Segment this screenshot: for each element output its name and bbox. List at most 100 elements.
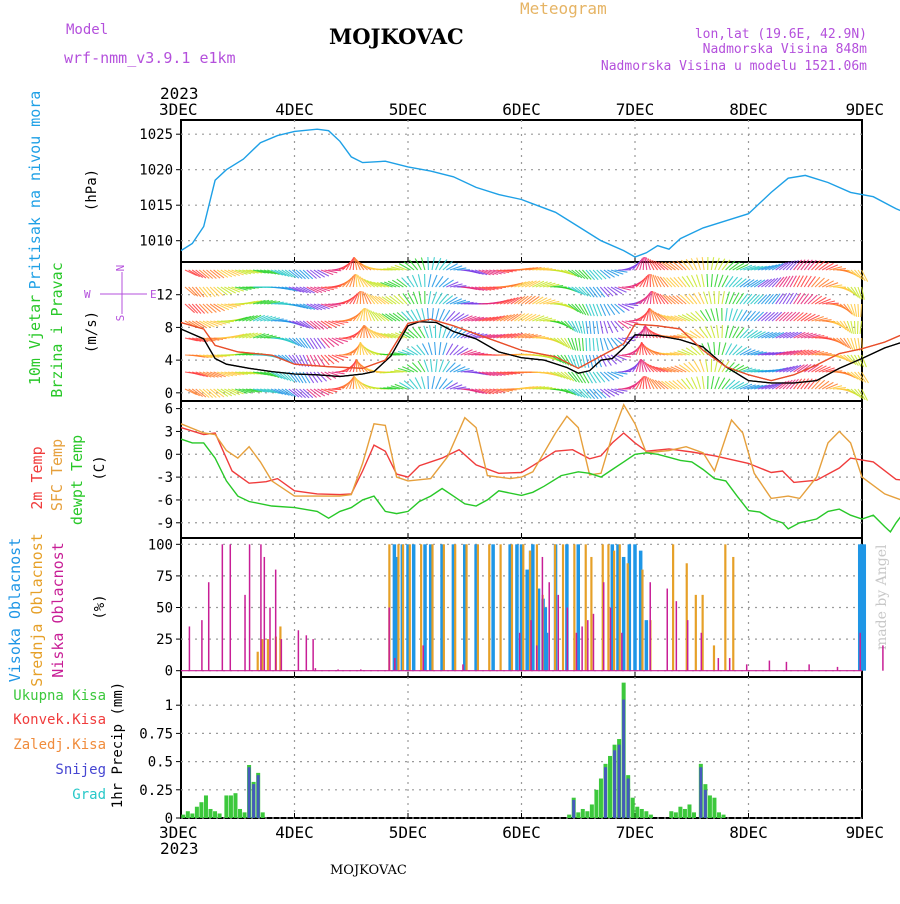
cloud-bar-2	[260, 544, 262, 670]
y-tick-label: 50	[156, 601, 173, 617]
precip-bar-0	[585, 811, 589, 818]
precip-bar-0	[640, 809, 644, 818]
wind-arrow	[718, 291, 719, 304]
cloud-bar-1	[732, 557, 734, 671]
ylabel-cloud-low: Niska Oblacnost	[49, 542, 67, 677]
cloud-bar-2	[208, 582, 210, 670]
wind-arrow	[424, 360, 428, 372]
wind-arrow	[314, 372, 322, 382]
wind-arrow	[706, 359, 708, 372]
y-tick-label: 0.75	[139, 726, 173, 742]
y-tick-label: 8	[165, 320, 173, 336]
cloud-bar-0	[863, 544, 867, 670]
wind-arrow	[611, 304, 620, 314]
cloud-bar-2	[422, 645, 424, 670]
cloud-bar-2	[264, 557, 266, 671]
cloud-bar-2	[306, 635, 308, 670]
wind-arrow	[697, 275, 701, 287]
wind-arrow	[593, 338, 594, 351]
cloud-bar-1	[585, 544, 587, 670]
wind-arrow	[428, 343, 432, 356]
series-line-wind-1	[181, 319, 900, 380]
wind-arrow	[307, 372, 314, 383]
wind-arrow	[579, 338, 581, 351]
wind-arrow	[310, 338, 317, 349]
cloud-bar-2	[603, 582, 605, 670]
y-tick-label: 0	[165, 664, 173, 680]
panel-precip: 00.250.50.751	[139, 677, 862, 827]
cloud-bar-1	[522, 544, 524, 670]
wind-arrow	[579, 355, 582, 368]
wind-arrow	[678, 277, 686, 287]
wind-arrow	[714, 342, 715, 355]
wind-arrow	[794, 276, 800, 287]
wind-arrow	[582, 372, 589, 383]
ylabel-cloud-high: Visoka Oblacnost	[6, 538, 24, 683]
wind-arrow	[597, 321, 599, 334]
cloud-bar-0	[412, 544, 416, 670]
x-tick-label-top: 3DEC	[159, 100, 198, 119]
wind-arrow	[700, 360, 704, 372]
wind-arrow	[718, 275, 723, 287]
precip-bar-0	[599, 779, 603, 818]
y-tick-label: 100	[148, 537, 173, 553]
wind-arrow	[439, 342, 441, 355]
wind-arrow	[812, 277, 820, 287]
wind-arrow	[407, 276, 414, 287]
wind-arrow	[436, 276, 443, 287]
wind-arrow	[439, 379, 447, 389]
wind-arrow	[718, 342, 720, 355]
wind-arrow	[428, 257, 429, 270]
x-tick-label-bottom: 9DEC	[845, 823, 884, 842]
wind-arrow	[575, 338, 578, 351]
yunit-pressure: (hPa)	[84, 169, 100, 211]
cloud-bar-2	[269, 608, 271, 671]
y-tick-label: 0	[165, 811, 173, 827]
wind-arrow	[439, 360, 443, 372]
wind-arrow	[432, 257, 434, 270]
cloud-bar-2	[388, 608, 390, 671]
y-tick-label: 25	[156, 632, 173, 648]
wind-arrow	[744, 311, 752, 321]
cloud-bar-2	[859, 633, 861, 671]
wind-arrow	[430, 325, 432, 338]
compass-south: S	[114, 315, 127, 322]
wind-arrow	[704, 292, 708, 304]
wind-arrow	[715, 258, 720, 270]
wind-arrow	[432, 292, 437, 304]
precip-bar-1	[252, 784, 255, 818]
wind-series-line-1	[181, 319, 900, 380]
y-tick-label: 6	[165, 402, 173, 418]
altitude-label: Nadmorska Visina 848m	[703, 42, 868, 57]
cloud-bar-2	[542, 557, 544, 671]
panel-frame	[181, 401, 862, 538]
cloud-bar-2	[701, 633, 703, 671]
cloud-bar-1	[672, 544, 674, 670]
precip-bar-0	[631, 798, 635, 818]
wind-arrow	[729, 326, 734, 338]
wind-arrow	[314, 338, 321, 349]
cloud-bar-2	[201, 620, 203, 671]
wind-arrow	[432, 376, 435, 389]
ylabel-precip: 1hr Precip (mm)	[110, 682, 126, 808]
cloud-bar-2	[593, 614, 595, 671]
precip-bar-1	[618, 745, 621, 818]
wind-arrow	[435, 342, 436, 355]
precip-bar-0	[224, 795, 228, 818]
precip-bar-0	[722, 815, 726, 818]
wind-arrow	[353, 376, 354, 389]
x-tick-label-top: 9DEC	[845, 100, 884, 119]
cloud-bar-1	[724, 544, 726, 670]
wind-arrow	[203, 287, 211, 297]
cloud-bar-2	[230, 544, 232, 670]
wind-arrow	[422, 377, 425, 390]
wind-arrow	[310, 372, 318, 383]
wind-arrow	[717, 325, 719, 338]
cloud-bar-1	[562, 544, 564, 670]
x-tick-label-top: 5DEC	[389, 100, 428, 119]
cloud-bar-2	[281, 639, 283, 671]
wind-arrow	[729, 277, 737, 287]
cloud-bar-1	[607, 544, 609, 670]
x-tick-label-top: 6DEC	[502, 100, 541, 119]
